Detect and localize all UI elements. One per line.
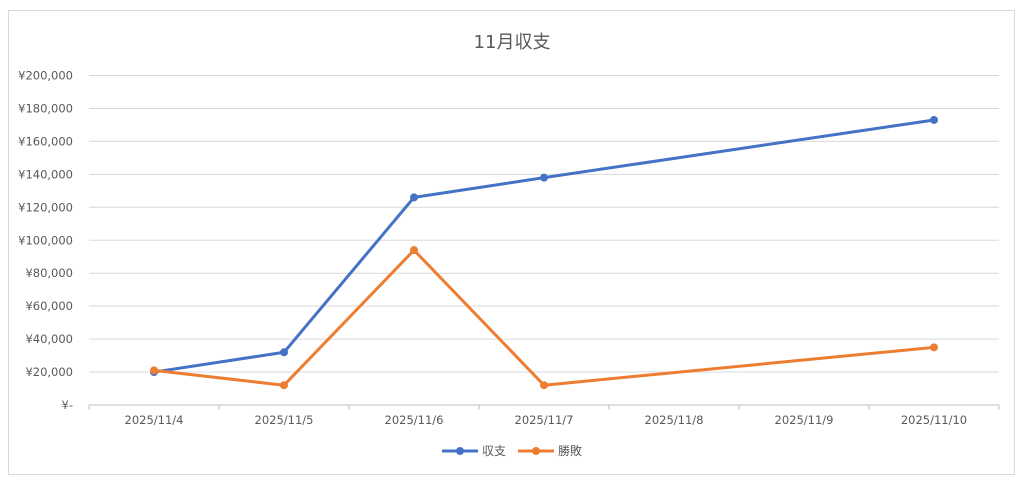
y-tick-label: ¥160,000 [18,134,73,148]
y-tick-label: ¥60,000 [25,299,73,313]
series-line-1 [153,248,935,387]
x-tick-label: 2025/11/5 [255,413,314,427]
y-tick-label: ¥80,000 [25,266,73,280]
x-tick-label: 2025/11/6 [385,413,444,427]
y-tick-label: ¥180,000 [18,101,73,115]
y-tick-label: ¥120,000 [18,200,73,214]
legend: 収支 勝敗 [0,442,1024,459]
y-tick-label: ¥100,000 [18,233,73,247]
chart-title: 11月収支 [473,32,551,53]
series-line-0 [153,118,935,374]
y-tick-label: ¥40,000 [25,332,73,346]
x-tick-label: 2025/11/8 [645,413,704,427]
chart-area [8,10,1015,475]
data-point-1 [540,381,548,390]
data-point-0 [280,348,288,357]
data-point-1 [410,246,418,255]
y-tick-label: ¥140,000 [18,167,73,181]
data-point-0 [410,193,418,202]
legend-label-0: 収支 [481,444,506,458]
legend-marker-0 [441,446,478,455]
data-point-0 [540,173,548,182]
legend-label-1: 勝敗 [558,444,583,458]
legend-item-1: 勝敗 [518,442,582,459]
data-point-1 [280,381,288,390]
x-tick-label: 2025/11/9 [775,413,834,427]
x-tick-label: 2025/11/4 [125,413,184,427]
y-tick-label: ¥200,000 [18,69,73,83]
legend-item-0: 収支 [441,442,506,459]
data-point-1 [930,343,938,352]
x-tick-label: 2025/11/7 [515,413,574,427]
x-tick-label: 2025/11/10 [901,413,967,427]
y-tick-label: ¥20,000 [25,365,73,379]
data-point-1 [150,366,158,375]
legend-marker-1 [518,446,554,455]
data-point-0 [930,115,938,124]
y-tick-label: ¥- [62,398,73,412]
